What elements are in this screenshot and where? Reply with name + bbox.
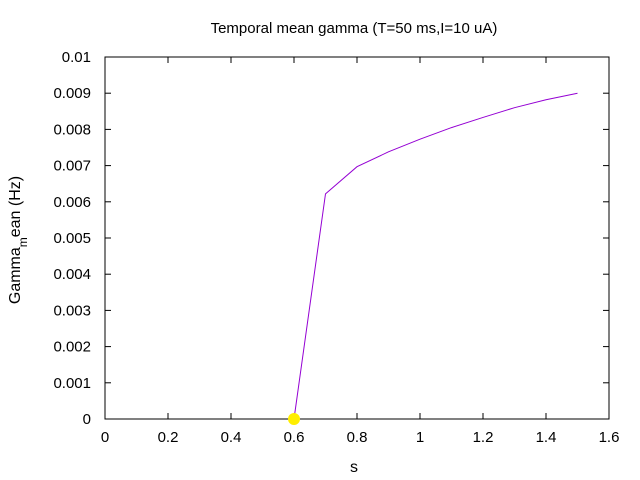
- y-tick-label: 0.01: [62, 49, 91, 66]
- x-tick-label: 1.4: [536, 429, 557, 446]
- x-tick-label: 1.6: [599, 429, 620, 446]
- x-tick-label: 1.2: [473, 429, 494, 446]
- x-tick-label: 0.4: [221, 429, 242, 446]
- x-tick-label: 0.6: [284, 429, 305, 446]
- y-tick-label: 0.001: [53, 375, 91, 392]
- y-tick-label: 0.002: [53, 339, 91, 356]
- x-axis-title: s: [350, 459, 358, 476]
- x-axis-ticks: 0 0.2 0.4 0.6 0.8 1 1.2 1.4 1.6: [101, 57, 620, 446]
- x-tick-label: 0.8: [347, 429, 368, 446]
- highlight-point: [288, 413, 300, 425]
- plot-frame: [104, 56, 610, 420]
- y-tick-label: 0.006: [53, 194, 91, 211]
- y-tick-label: 0: [83, 411, 91, 428]
- y-tick-label: 0.008: [53, 121, 91, 138]
- x-tick-label: 0: [101, 429, 109, 446]
- x-tick-label: 0.2: [158, 429, 179, 446]
- y-axis-title-subscript: m: [16, 237, 30, 247]
- series-layer: [288, 92, 578, 425]
- y-tick-label: 0.005: [53, 230, 91, 247]
- y-tick-label: 0.009: [53, 85, 91, 102]
- y-tick-label: 0.007: [53, 158, 91, 175]
- x-tick-label: 1: [416, 429, 424, 446]
- y-axis-title-main: Gamma: [7, 247, 24, 304]
- chart-title: Temporal mean gamma (T=50 ms,I=10 uA): [211, 20, 498, 37]
- y-axis-title: Gammamean (Hz): [7, 176, 30, 304]
- series-line: [293, 92, 578, 420]
- y-axis-ticks: 0 0.001 0.002 0.003 0.004 0.005 0.006 0.007 0.00…: [53, 49, 609, 428]
- y-axis-title-rest: ean (Hz): [7, 176, 24, 237]
- y-tick-label: 0.004: [53, 266, 91, 283]
- y-tick-label: 0.003: [53, 302, 91, 319]
